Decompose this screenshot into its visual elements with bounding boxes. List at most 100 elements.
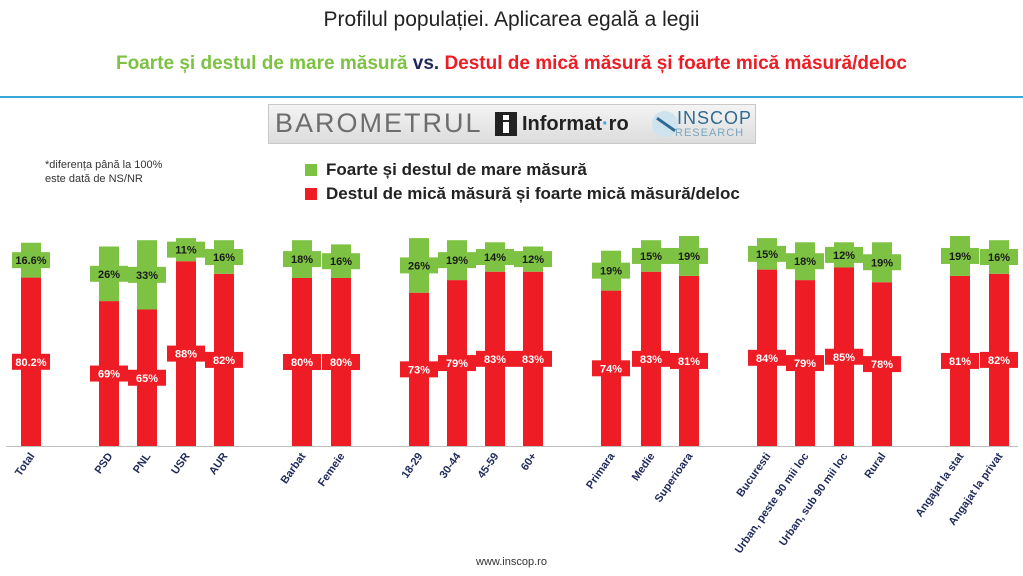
data-label-red-0: 80.2%: [15, 357, 46, 369]
barometrul-logo-text: BAROMETRUL: [275, 108, 483, 138]
category-label-7: 18-29: [399, 451, 425, 481]
category-label-12: Medie: [630, 451, 658, 483]
data-label-bg-green-16: [825, 246, 863, 263]
data-label-green-15: 18%: [794, 256, 816, 268]
data-label-red-14: 84%: [756, 353, 778, 365]
data-label-bg-green-8: [438, 252, 476, 269]
page-title: Profilul populației. Aplicarea egală a l…: [323, 8, 700, 31]
footnote-line2: este dată de NS/NR: [45, 173, 143, 185]
data-label-red-10: 83%: [522, 354, 544, 366]
data-label-green-0: 16.6%: [15, 255, 46, 267]
data-label-bg-green-10: [514, 251, 552, 268]
chart-legend: Foarte și destul de mare măsură Destul d…: [305, 158, 740, 206]
category-label-6: Femeie: [316, 451, 348, 489]
data-label-bg-red-7: [400, 361, 438, 378]
data-label-bg-red-14: [748, 349, 786, 366]
data-label-bg-red-16: [825, 348, 863, 365]
category-label-13: Superioara: [653, 450, 696, 505]
header-divider: [0, 96, 1023, 98]
data-label-bg-red-5: [283, 354, 321, 370]
data-label-green-16: 12%: [833, 250, 855, 262]
data-label-bg-green-2: [128, 266, 166, 283]
data-label-bg-red-18: [941, 352, 979, 369]
data-label-bg-red-12: [632, 350, 670, 367]
subtitle-red: Destul de mică măsură și foarte mică măs…: [444, 53, 907, 74]
data-label-green-12: 15%: [640, 251, 662, 263]
data-label-green-8: 19%: [446, 255, 468, 267]
data-label-green-19: 16%: [988, 252, 1010, 264]
data-label-green-10: 12%: [522, 254, 544, 266]
footnote-line1: *diferența până la 100%: [45, 159, 163, 171]
category-label-0: Total: [13, 451, 37, 479]
inscop-logo-text: INSCOP: [677, 108, 753, 128]
data-label-green-5: 18%: [291, 254, 313, 266]
informat-i-icon: [495, 112, 517, 136]
data-label-bg-red-10: [514, 350, 552, 367]
data-label-bg-red-2: [128, 369, 166, 386]
data-label-green-6: 16%: [330, 256, 352, 268]
data-label-bg-red-0: [12, 353, 50, 370]
data-label-green-9: 14%: [484, 252, 506, 264]
data-label-red-17: 78%: [871, 359, 893, 371]
data-label-bg-red-17: [863, 356, 901, 373]
data-label-bg-green-19: [980, 249, 1018, 265]
data-label-green-13: 19%: [678, 251, 700, 263]
data-label-bg-green-15: [786, 253, 824, 270]
data-label-red-6: 80%: [330, 357, 352, 369]
legend-item-green: Foarte și destul de mare măsură: [305, 158, 740, 182]
data-label-bg-green-9: [476, 249, 514, 265]
data-label-red-11: 74%: [600, 363, 622, 375]
barometrul-logo-banner: BAROMETRUL Informat·ro INSCOP RESEARCH: [268, 104, 756, 144]
category-label-16: Urban, sub 90 mii loc: [777, 451, 850, 549]
data-label-bg-green-3: [167, 241, 205, 258]
subtitle-green: Foarte și destul de mare măsură: [116, 53, 408, 74]
data-label-red-9: 83%: [484, 354, 506, 366]
legend-label-green: Foarte și destul de mare măsură: [326, 160, 587, 179]
data-label-bg-green-1: [90, 265, 128, 282]
category-label-1: PSD: [93, 451, 116, 476]
data-label-red-1: 69%: [98, 369, 120, 381]
data-label-red-4: 82%: [213, 355, 235, 367]
data-label-green-18: 19%: [949, 251, 971, 263]
data-label-bg-red-19: [980, 351, 1018, 368]
data-label-green-11: 19%: [600, 266, 622, 278]
data-label-red-12: 83%: [640, 354, 662, 366]
data-label-bg-red-6: [322, 354, 360, 370]
data-label-red-13: 81%: [678, 356, 700, 368]
data-label-green-2: 33%: [136, 270, 158, 282]
data-label-bg-green-13: [670, 247, 708, 264]
data-label-green-3: 11%: [175, 245, 197, 257]
data-label-bg-green-18: [941, 247, 979, 264]
data-label-green-4: 16%: [213, 252, 235, 264]
data-label-bg-green-0: [12, 252, 50, 269]
data-label-bg-green-12: [632, 247, 670, 264]
research-logo-text: RESEARCH: [675, 127, 745, 139]
data-label-bg-red-11: [592, 360, 630, 377]
inscop-globe-icon: [652, 111, 678, 137]
subtitle-vs: vs.: [412, 53, 440, 74]
category-label-5: Barbat: [279, 451, 309, 487]
legend-item-red: Destul de mică măsură și foarte mică măs…: [305, 182, 740, 206]
data-label-red-2: 65%: [136, 373, 158, 385]
category-label-9: 45-59: [475, 451, 501, 481]
data-label-bg-green-4: [205, 249, 243, 265]
data-label-red-7: 73%: [408, 364, 430, 376]
data-label-green-17: 19%: [871, 257, 893, 269]
data-label-red-19: 82%: [988, 355, 1010, 367]
category-label-10: 60+: [519, 451, 540, 473]
category-label-2: PNL: [131, 451, 154, 476]
category-label-14: Bucuresti: [735, 451, 774, 499]
data-label-bg-green-17: [863, 254, 901, 271]
data-label-red-15: 79%: [794, 358, 816, 370]
data-label-green-14: 15%: [756, 249, 778, 261]
data-label-bg-green-7: [400, 257, 438, 274]
legend-swatch-red: [305, 188, 317, 200]
data-label-bg-green-5: [283, 251, 321, 268]
data-label-bg-red-13: [670, 352, 708, 369]
category-label-15: Urban, peste 90 mii loc: [733, 451, 812, 556]
data-label-bg-red-1: [90, 365, 128, 382]
legend-swatch-green: [305, 164, 317, 176]
page-subtitle: Foarte și destul de mare măsură vs. Dest…: [0, 53, 1023, 75]
category-label-11: Primara: [584, 450, 618, 491]
